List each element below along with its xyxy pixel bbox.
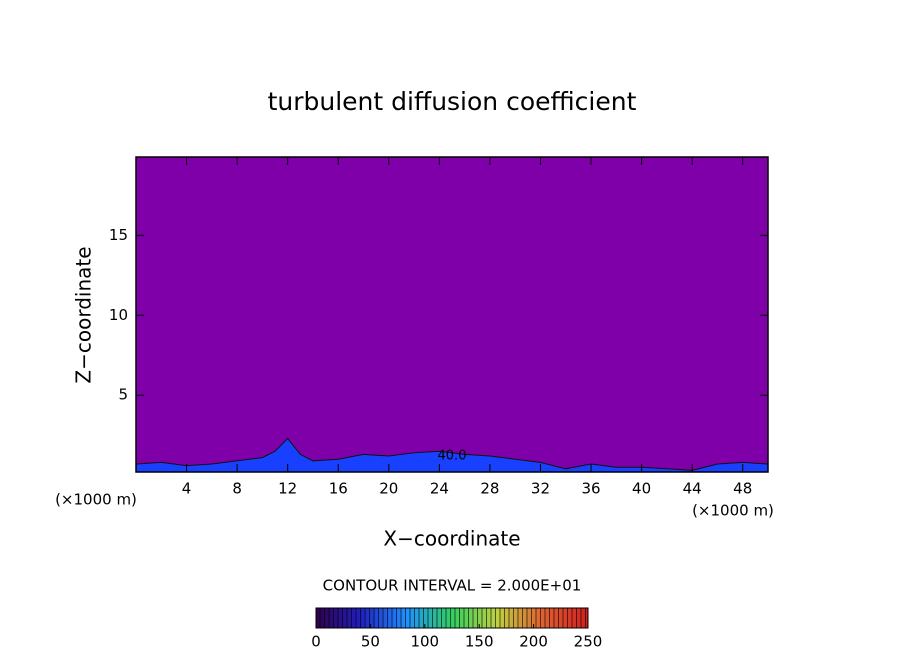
x-axis-label: X−coordinate (383, 527, 520, 551)
x-tick-label: 12 (278, 480, 297, 498)
x-tick-label: 24 (430, 480, 449, 498)
colorbar-tick-label: 0 (311, 633, 321, 651)
x-tick-label: 28 (480, 480, 499, 498)
x-tick-label: 4 (182, 480, 192, 498)
colorbar-tick-label: 150 (465, 633, 494, 651)
colorbar-tick-label: 250 (574, 633, 603, 651)
x-tick-label: 16 (329, 480, 348, 498)
x-tick-label: 40 (632, 480, 651, 498)
y-axis-label: Z−coordinate (72, 246, 96, 383)
x-tick-label: 8 (232, 480, 242, 498)
colorbar (315, 607, 589, 629)
contour-label: 40.0 (438, 449, 467, 464)
plot-frame (135, 156, 769, 473)
x-unit-label: (×1000 m) (55, 491, 137, 509)
x-tick-label: 20 (379, 480, 398, 498)
x-tick-label: 32 (531, 480, 550, 498)
x-tick-label: 48 (733, 480, 752, 498)
chart-title: turbulent diffusion coefficient (268, 87, 637, 116)
colorbar-tick-label: 100 (410, 633, 439, 651)
x-tick-label: 44 (683, 480, 702, 498)
y-tick-label: 10 (109, 306, 128, 324)
x-unit-label: (×1000 m) (692, 502, 774, 520)
contour-interval: CONTOUR INTERVAL = 2.000E+01 (323, 577, 582, 595)
y-tick-label: 15 (109, 226, 128, 244)
colorbar-tick-label: 200 (519, 633, 548, 651)
y-tick-label: 5 (118, 386, 128, 404)
plot-background (136, 157, 768, 472)
x-tick-label: 36 (581, 480, 600, 498)
colorbar-tick-label: 50 (361, 633, 380, 651)
